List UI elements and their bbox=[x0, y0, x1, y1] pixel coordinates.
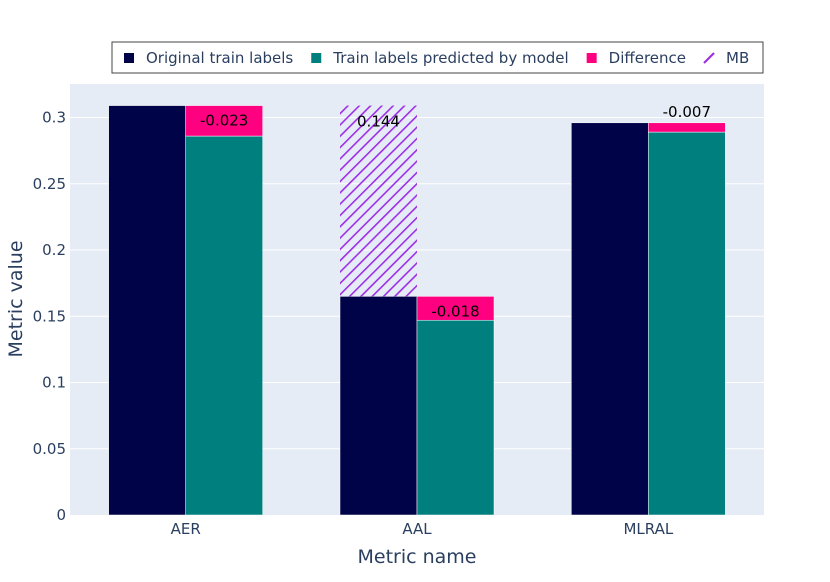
y-axis-ticks: 0 0.05 0.1 0.15 0.2 0.25 0.3 bbox=[33, 109, 66, 525]
bar-original bbox=[108, 105, 186, 516]
bar-difference bbox=[185, 105, 263, 137]
bars bbox=[108, 105, 726, 516]
legend-swatch bbox=[124, 53, 134, 63]
mb-label: 0.144 bbox=[357, 113, 400, 131]
legend-label: MB bbox=[726, 49, 749, 67]
bar-original bbox=[339, 296, 418, 516]
difference-label: -0.023 bbox=[200, 112, 248, 130]
y-tick-label: 0.3 bbox=[42, 109, 66, 127]
legend-label: Train labels predicted by model bbox=[332, 49, 568, 67]
y-tick-label: 0.1 bbox=[42, 374, 66, 392]
y-axis-title: Metric value bbox=[5, 240, 27, 357]
difference-label: -0.007 bbox=[663, 103, 711, 121]
legend-swatch bbox=[311, 53, 322, 63]
difference-label: -0.018 bbox=[431, 302, 479, 320]
x-tick-label: MLRAL bbox=[623, 520, 673, 538]
bar-difference bbox=[648, 122, 726, 133]
y-tick-label: 0.15 bbox=[33, 307, 66, 325]
legend-label: Original train labels bbox=[146, 49, 293, 67]
legend-label: Difference bbox=[609, 49, 686, 67]
y-tick-label: 0.25 bbox=[33, 175, 66, 193]
legend[interactable]: Original train labels Train labels predic… bbox=[111, 41, 764, 74]
x-tick-label: AAL bbox=[402, 520, 432, 538]
bar-labels: -0.023 0.144 -0.018 -0.007 bbox=[200, 103, 711, 321]
bar-original bbox=[571, 122, 649, 516]
legend-box bbox=[111, 41, 764, 74]
bar-predicted bbox=[648, 131, 726, 516]
x-axis-title: Metric name bbox=[358, 546, 477, 568]
x-axis-ticks: AER AAL MLRAL bbox=[171, 520, 674, 538]
bar-predicted bbox=[416, 319, 495, 516]
y-tick-label: 0.2 bbox=[42, 241, 66, 259]
bar-mb bbox=[340, 105, 417, 297]
legend-swatch bbox=[586, 53, 597, 63]
y-tick-label: 0 bbox=[56, 506, 66, 524]
bar-predicted bbox=[185, 135, 263, 516]
x-tick-label: AER bbox=[171, 520, 201, 538]
bar-difference bbox=[416, 296, 495, 321]
legend-swatch-mb bbox=[703, 52, 715, 64]
y-tick-label: 0.05 bbox=[33, 440, 66, 458]
